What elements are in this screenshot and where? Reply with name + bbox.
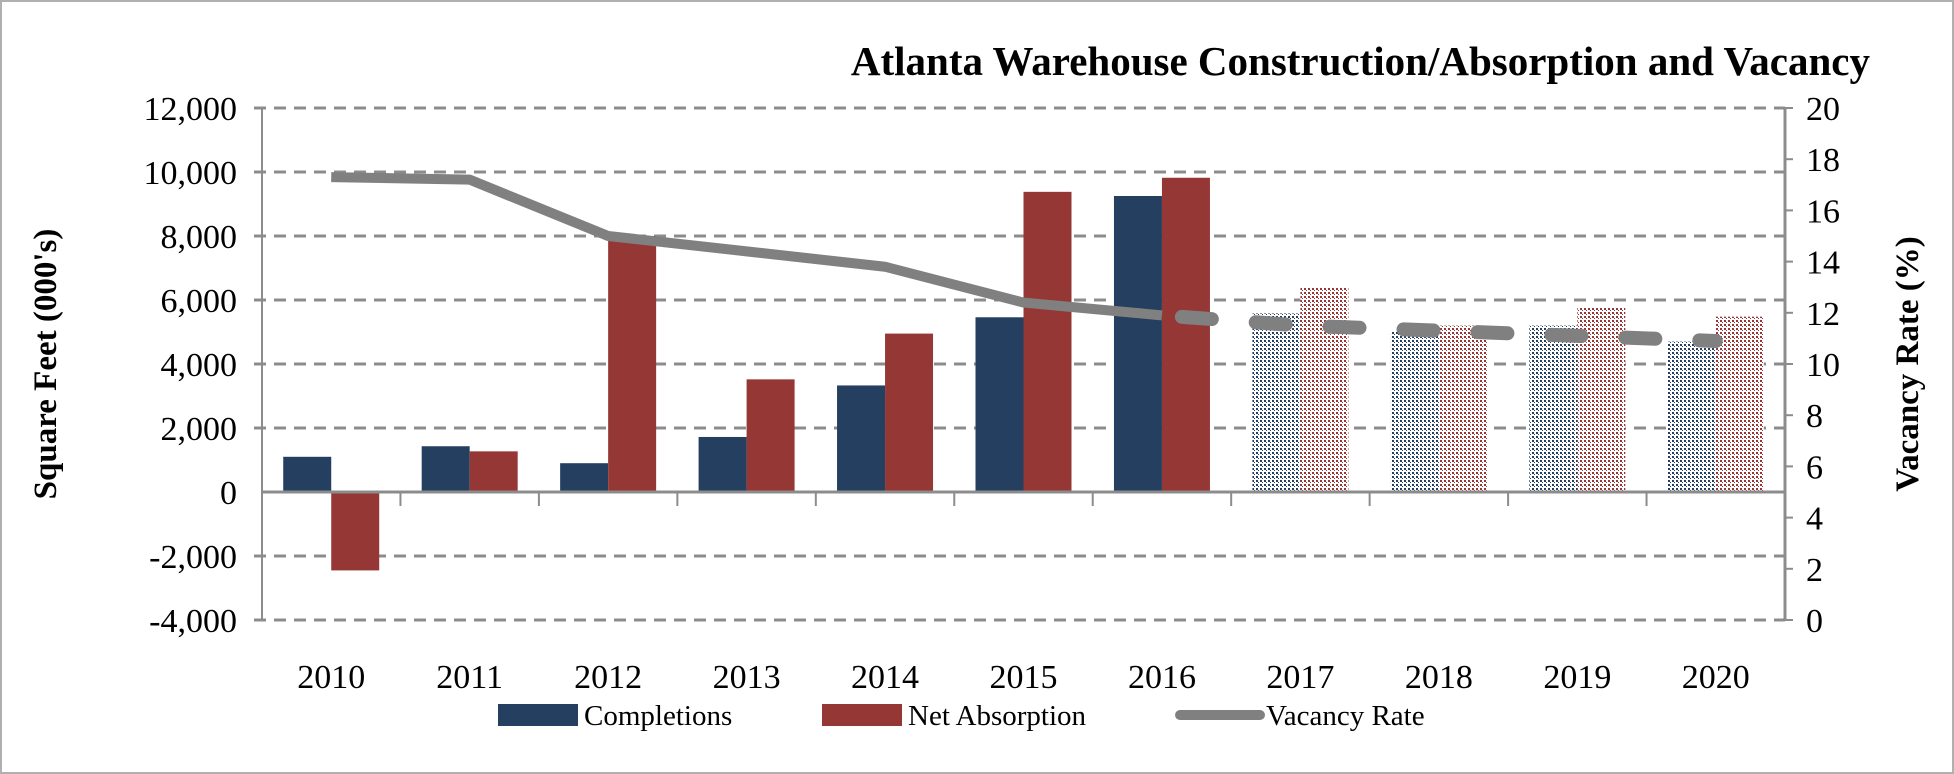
completions-bar-2020 <box>1667 341 1716 492</box>
x-tick-label: 2018 <box>1405 659 1473 696</box>
y-tick-label-left: 4,000 <box>161 347 238 384</box>
y-tick-label-left: 12,000 <box>144 91 238 128</box>
y-tick-label-left: -4,000 <box>149 603 237 640</box>
completions-bar-2017 <box>1252 313 1301 492</box>
legend: Completions Net Absorption Vacancy Rate <box>498 700 1425 732</box>
x-tick-label: 2020 <box>1682 659 1750 696</box>
x-tick-label: 2013 <box>713 659 781 696</box>
bars <box>283 177 1764 571</box>
completions-bar-2018 <box>1390 332 1439 492</box>
completions-bar-2019 <box>1529 325 1578 492</box>
y-tick-label-right: 18 <box>1806 142 1840 179</box>
y-tick-label-right: 20 <box>1806 91 1840 128</box>
x-tick-label: 2012 <box>574 659 642 696</box>
y-tick-label-left: 0 <box>220 475 237 512</box>
y-tick-label-right: 0 <box>1806 603 1823 640</box>
net-absorption-bar-2018 <box>1438 325 1487 492</box>
net-absorption-bar-2012 <box>608 236 657 492</box>
x-tick-label: 2014 <box>851 659 919 696</box>
legend-label: Vacancy Rate <box>1266 700 1425 732</box>
legend-label: Net Absorption <box>908 700 1087 732</box>
completions-bar-2014 <box>837 385 886 492</box>
net-absorption-bar-2016 <box>1161 177 1210 492</box>
completions-bar-2015 <box>975 317 1024 492</box>
completions-bar-2010 <box>283 456 332 492</box>
y-tick-label-right: 6 <box>1806 449 1823 486</box>
net-absorption-bar-2017 <box>1300 287 1349 492</box>
x-tick-label: 2015 <box>990 659 1058 696</box>
y-tick-label-left: 6,000 <box>161 283 238 320</box>
y-axis-title-left: Square Feet (000's) <box>28 229 64 500</box>
y-tick-label-left: -2,000 <box>149 539 237 576</box>
completions-bar-2013 <box>698 436 747 492</box>
y-tick-label-right: 12 <box>1806 296 1840 333</box>
net-absorption-bar-2020 <box>1715 316 1764 492</box>
y-tick-label-right: 4 <box>1806 501 1823 538</box>
legend-swatch-1 <box>822 704 902 726</box>
completions-bar-2016 <box>1113 196 1162 492</box>
chart-title: Atlanta Warehouse Construction/Absorptio… <box>851 38 1871 84</box>
vacancy-line <box>331 172 1723 348</box>
x-tick-label: 2017 <box>1266 659 1334 696</box>
legend-label: Completions <box>584 700 732 732</box>
completions-bar-2011 <box>421 446 470 492</box>
completions-bar-2012 <box>560 463 609 492</box>
y-tick-label-right: 10 <box>1806 347 1840 384</box>
y-tick-label-right: 14 <box>1806 245 1840 282</box>
net-absorption-bar-2015 <box>1023 191 1072 492</box>
x-tick-label: 2016 <box>1128 659 1196 696</box>
y-axis-title-right: Vacancy Rate (%) <box>1890 236 1926 491</box>
y-tick-label-right: 8 <box>1806 398 1823 435</box>
y-tick-label-right: 16 <box>1806 193 1840 230</box>
axes <box>261 107 1793 621</box>
y-tick-label-left: 8,000 <box>161 219 238 256</box>
x-tick-label: 2011 <box>436 659 503 696</box>
y-tick-label-right: 2 <box>1806 552 1823 589</box>
tick-labels: -4,000 -2,000 0 2,000 4,000 6,000 8,000 10,000 1… <box>144 91 1841 696</box>
x-tick-label: 2010 <box>297 659 365 696</box>
legend-swatch-0 <box>498 704 578 726</box>
y-tick-label-left: 2,000 <box>161 411 238 448</box>
net-absorption-bar-2010 <box>331 492 380 571</box>
net-absorption-bar-2011 <box>469 451 518 492</box>
y-tick-label-left: 10,000 <box>144 155 238 192</box>
net-absorption-bar-2013 <box>746 379 795 492</box>
x-tick-label: 2019 <box>1543 659 1611 696</box>
net-absorption-bar-2014 <box>885 333 934 492</box>
